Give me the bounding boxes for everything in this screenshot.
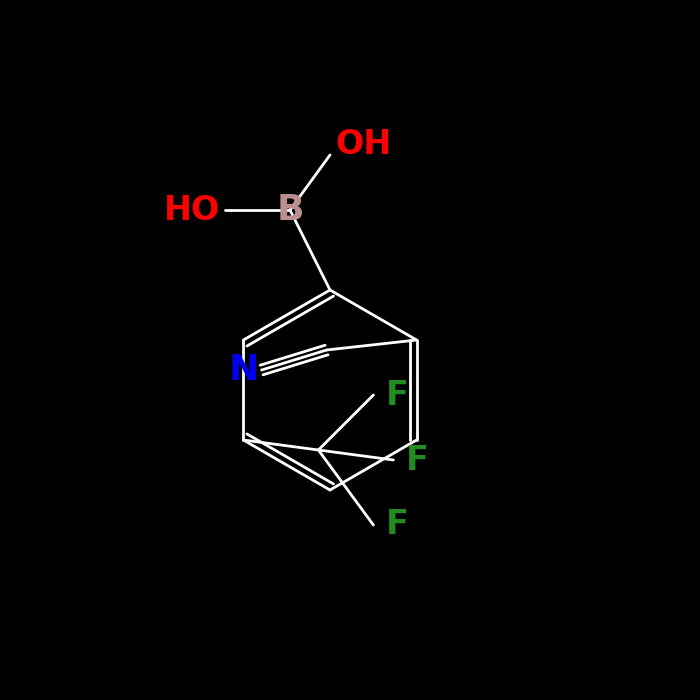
Text: OH: OH [335,129,391,162]
Text: F: F [386,508,408,542]
Text: F: F [386,379,408,412]
Text: B: B [276,193,304,227]
Text: F: F [405,444,428,477]
Text: N: N [228,353,259,387]
Text: HO: HO [164,193,220,227]
